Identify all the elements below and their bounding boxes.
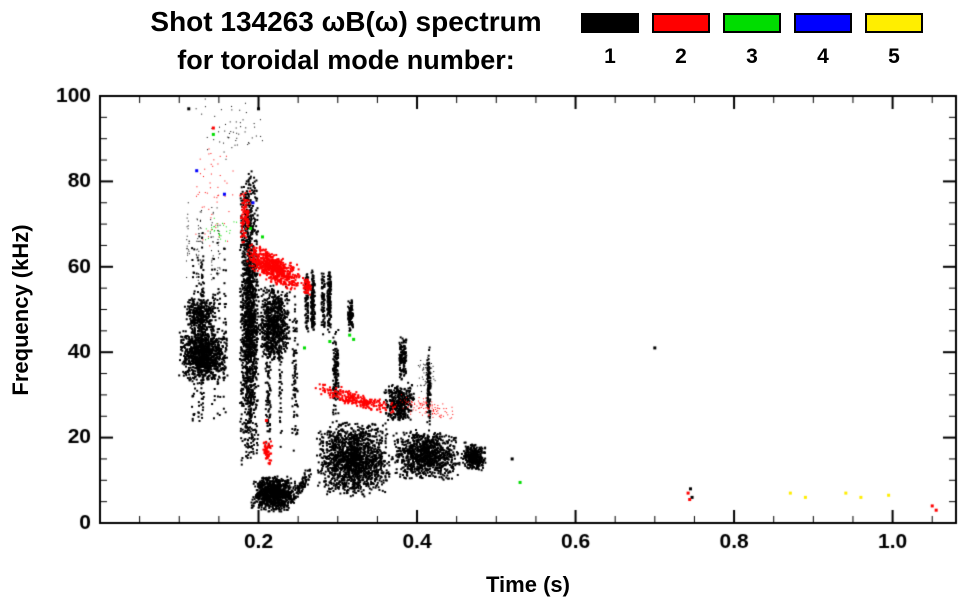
legend-item-n5: 5 [865,13,923,69]
legend-label: 4 [817,45,829,68]
y-axis-label: Frequency (kHz) [8,224,33,396]
legend-swatch-icon [581,13,639,33]
legend-item-n2: 2 [652,13,710,69]
x-axis-label: Time (s) [486,572,570,597]
legend-item-n3: 3 [723,13,781,69]
legend-label: 2 [675,45,687,68]
legend-label: 1 [604,45,616,68]
legend-label: 3 [746,45,758,68]
legend-swatch-icon [794,13,852,33]
legend-swatch-icon [865,13,923,33]
legend-swatch-icon [723,13,781,33]
chart-title-line2: for toroidal mode number: [177,45,515,75]
legend-item-n4: 4 [794,13,852,69]
title-block: Shot 134263 ωB(ω) spectrum for toroidal … [40,6,652,76]
legend-label: 5 [888,45,900,68]
legend-swatch-icon [652,13,710,33]
mode-number-legend: 1 2 3 4 5 [581,13,923,69]
legend-item-n1: 1 [581,13,639,69]
chart-title-line1: Shot 134263 ωB(ω) spectrum [150,6,542,37]
